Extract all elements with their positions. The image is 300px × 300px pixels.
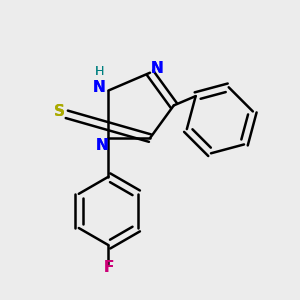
Text: N: N [151,61,164,76]
Text: H: H [95,65,104,78]
Text: S: S [54,104,65,119]
Text: F: F [103,260,114,275]
Text: H: H [95,65,104,78]
Text: S: S [54,104,65,119]
Text: N: N [96,138,109,153]
Text: N: N [96,138,109,153]
Text: N: N [93,80,106,95]
Text: F: F [103,260,114,275]
Text: N: N [93,80,106,95]
Text: N: N [151,61,164,76]
